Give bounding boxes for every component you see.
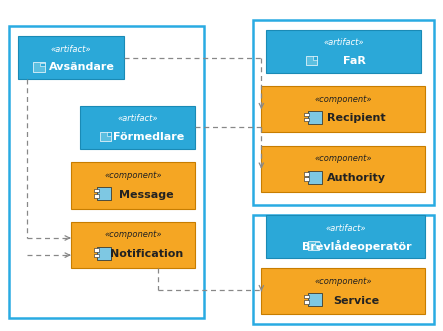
Bar xyxy=(94,189,99,192)
Bar xyxy=(33,62,45,72)
Bar xyxy=(313,56,318,60)
Bar xyxy=(266,215,425,258)
Text: Service: Service xyxy=(334,296,380,306)
Text: Message: Message xyxy=(119,190,174,200)
Bar xyxy=(304,295,309,298)
Bar xyxy=(308,171,322,184)
Text: Brevlådeoperatör: Brevlådeoperatör xyxy=(302,240,412,252)
Bar xyxy=(94,194,99,198)
Bar xyxy=(94,254,99,257)
Bar xyxy=(40,63,45,67)
Text: «artifact»: «artifact» xyxy=(117,114,158,123)
Bar xyxy=(304,300,309,304)
Bar xyxy=(266,30,421,73)
Bar xyxy=(261,146,425,192)
Bar xyxy=(253,20,434,205)
Text: «component»: «component» xyxy=(315,277,372,286)
Bar xyxy=(308,111,322,124)
Bar xyxy=(306,56,317,65)
Bar xyxy=(97,247,111,260)
Bar xyxy=(97,187,111,200)
Bar xyxy=(308,241,319,251)
Bar xyxy=(80,106,195,149)
Bar xyxy=(304,177,309,181)
Text: «component»: «component» xyxy=(104,171,162,180)
Text: «component»: «component» xyxy=(104,230,162,239)
Bar xyxy=(304,118,309,121)
Bar xyxy=(18,36,124,79)
Text: «artifact»: «artifact» xyxy=(323,38,364,47)
Bar xyxy=(94,248,99,252)
Bar xyxy=(304,113,309,116)
Text: Förmedlare: Förmedlare xyxy=(113,132,184,142)
Text: Recipient: Recipient xyxy=(327,114,386,123)
Text: FaR: FaR xyxy=(343,56,366,66)
Text: «artifact»: «artifact» xyxy=(51,45,91,54)
Bar xyxy=(71,162,195,209)
Bar xyxy=(308,293,322,306)
Bar xyxy=(71,222,195,268)
Bar xyxy=(107,132,112,136)
Text: «artifact»: «artifact» xyxy=(325,223,366,233)
Bar xyxy=(261,268,425,314)
Text: Avsändare: Avsändare xyxy=(49,62,115,72)
Bar xyxy=(253,215,434,324)
Text: «component»: «component» xyxy=(315,154,372,163)
Text: «component»: «component» xyxy=(315,95,372,104)
Bar xyxy=(9,26,204,318)
Bar xyxy=(304,172,309,176)
Text: Notification: Notification xyxy=(109,249,183,259)
Bar xyxy=(100,132,111,141)
Text: Authority: Authority xyxy=(327,173,386,183)
Bar xyxy=(315,242,320,245)
Bar xyxy=(261,86,425,132)
